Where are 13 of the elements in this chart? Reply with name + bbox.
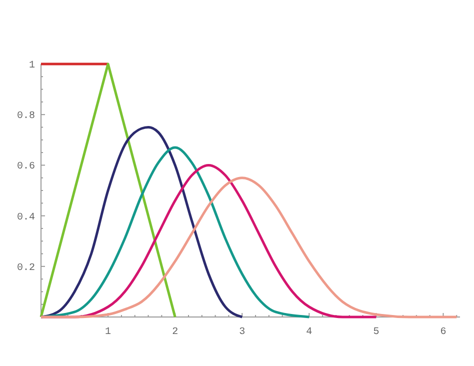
line-series bbox=[40, 176, 458, 318]
y-tick-label: 0.6 bbox=[16, 162, 35, 173]
y-tick-label: 1 bbox=[28, 60, 35, 72]
line-series bbox=[40, 146, 310, 318]
x-tick-label: 6 bbox=[440, 327, 446, 338]
x-tick-label: 5 bbox=[373, 327, 380, 338]
x-tick-label: 4 bbox=[306, 327, 312, 338]
x-tick-label: 3 bbox=[239, 327, 246, 338]
x-tick-label: 2 bbox=[172, 327, 178, 338]
y-tick-label: 0.8 bbox=[16, 111, 35, 122]
y-tick-label: 0.4 bbox=[16, 212, 35, 224]
y-tick-label: 0.2 bbox=[16, 262, 35, 274]
x-tick-label: 1 bbox=[105, 327, 112, 338]
